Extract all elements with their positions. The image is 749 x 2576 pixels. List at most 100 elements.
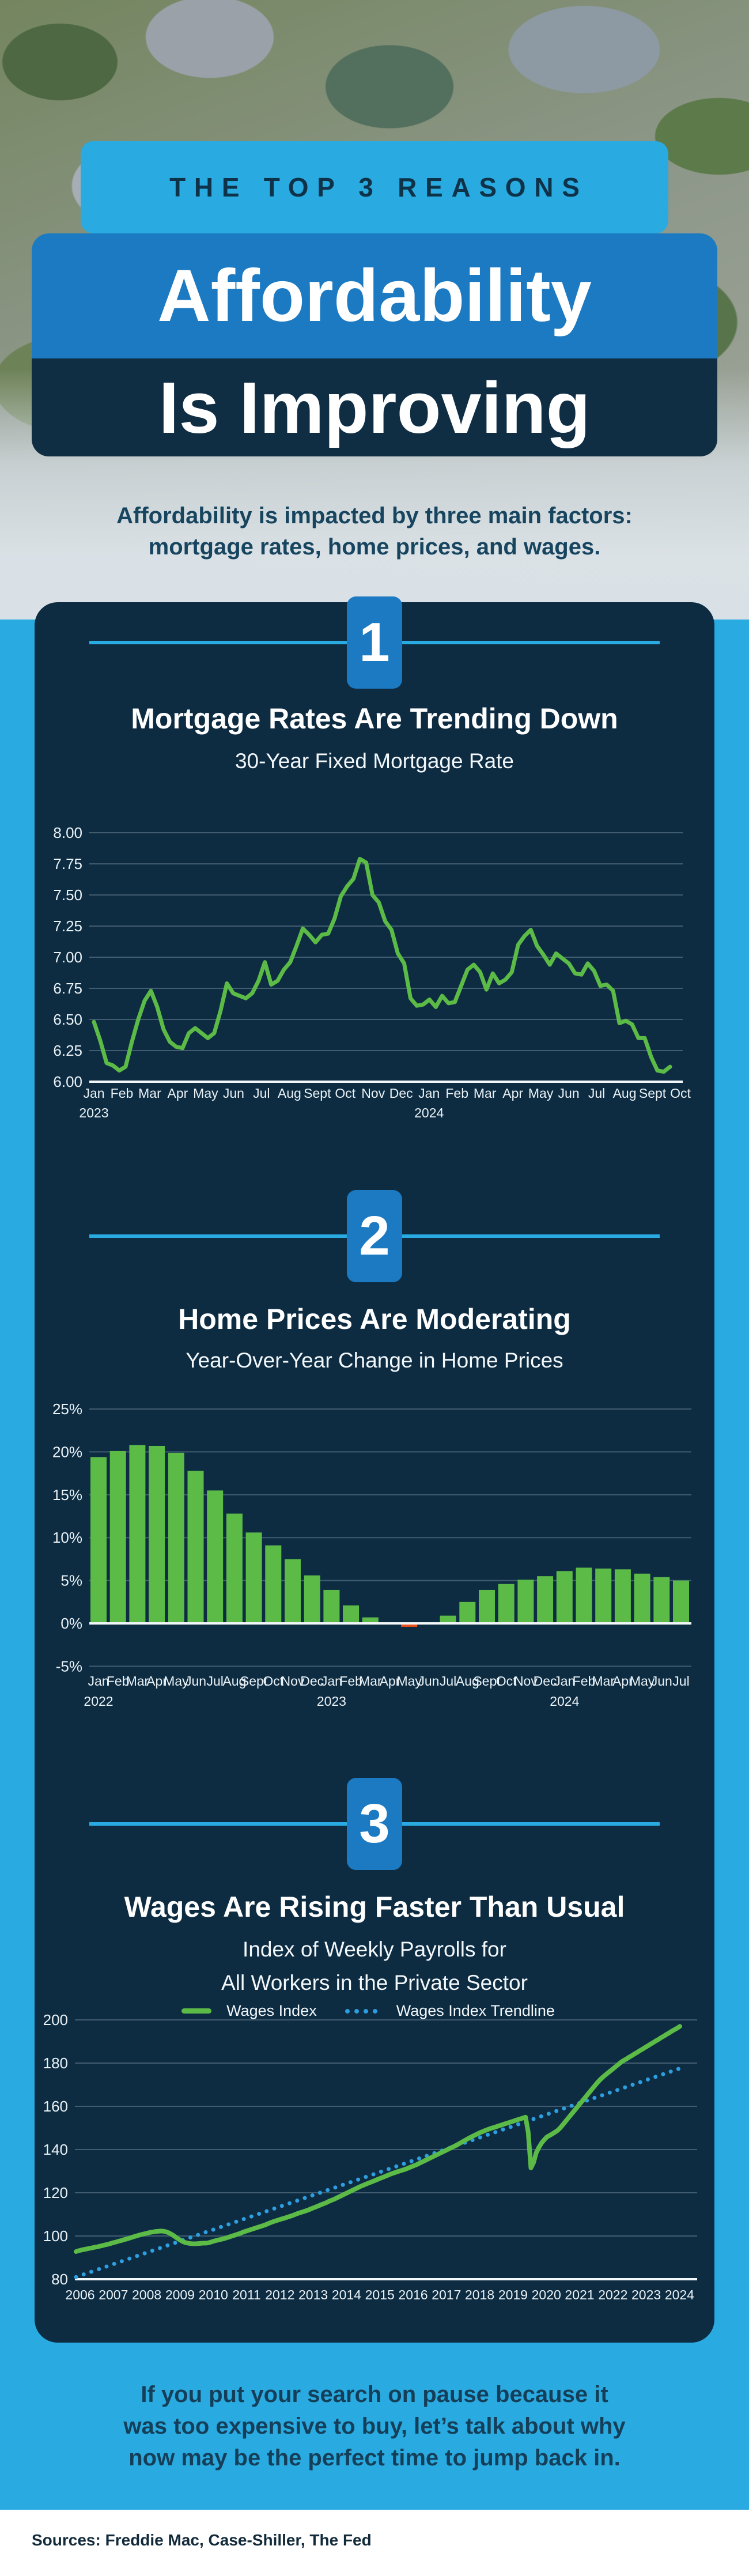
svg-text:Nov: Nov bbox=[281, 1674, 305, 1689]
header-title-box-2: Is Improving bbox=[32, 358, 717, 456]
svg-text:2012: 2012 bbox=[265, 2287, 294, 2302]
white-footer-strip bbox=[0, 2510, 749, 2576]
svg-text:2019: 2019 bbox=[498, 2287, 528, 2302]
header-title-box-1: Affordability bbox=[32, 233, 717, 358]
svg-text:Jun: Jun bbox=[651, 1674, 672, 1689]
svg-text:Sept: Sept bbox=[473, 1674, 501, 1689]
svg-text:2009: 2009 bbox=[165, 2287, 195, 2302]
svg-text:2008: 2008 bbox=[132, 2287, 161, 2302]
section3-number: 3 bbox=[359, 1793, 390, 1854]
svg-text:2024: 2024 bbox=[665, 2287, 694, 2302]
svg-text:Jul: Jul bbox=[253, 1086, 270, 1101]
svg-text:Apr: Apr bbox=[502, 1086, 523, 1101]
svg-text:Apr: Apr bbox=[168, 1086, 188, 1101]
svg-text:Feb: Feb bbox=[573, 1674, 596, 1689]
svg-text:Aug: Aug bbox=[456, 1674, 479, 1689]
section1-subtitle: 30-Year Fixed Mortgage Rate bbox=[234, 749, 515, 773]
svg-text:2011: 2011 bbox=[232, 2287, 260, 2302]
svg-text:2013: 2013 bbox=[298, 2287, 328, 2302]
svg-text:180: 180 bbox=[43, 2054, 68, 2072]
svg-text:0%: 0% bbox=[60, 1615, 82, 1632]
svg-text:2018: 2018 bbox=[465, 2287, 494, 2302]
closing-line3: now may be the perfect time to jump back… bbox=[128, 2445, 621, 2471]
wages-trendline-label: Wages Index Trendline bbox=[396, 2002, 555, 2019]
page-title-line1: Affordability bbox=[157, 255, 592, 337]
svg-text:May: May bbox=[630, 1674, 655, 1689]
wages-index-swatch bbox=[181, 2008, 212, 2014]
svg-text:7.00: 7.00 bbox=[53, 949, 82, 966]
intro-line2: mortgage rates, home prices, and wages. bbox=[148, 534, 601, 560]
svg-text:100: 100 bbox=[43, 2227, 68, 2245]
svg-text:8.00: 8.00 bbox=[53, 824, 82, 841]
svg-text:Nov: Nov bbox=[514, 1674, 538, 1689]
svg-text:Dec: Dec bbox=[300, 1674, 324, 1689]
svg-text:2006: 2006 bbox=[65, 2287, 94, 2302]
svg-text:Feb: Feb bbox=[107, 1674, 130, 1689]
svg-text:200: 200 bbox=[43, 2011, 68, 2029]
svg-text:10%: 10% bbox=[52, 1529, 82, 1546]
svg-text:May: May bbox=[396, 1674, 422, 1689]
svg-text:Mar: Mar bbox=[474, 1086, 497, 1101]
svg-text:Feb: Feb bbox=[445, 1086, 468, 1101]
section2-subtitle: Year-Over-Year Change in Home Prices bbox=[186, 1349, 563, 1372]
section1-number: 1 bbox=[359, 611, 390, 673]
infographic-card bbox=[35, 602, 714, 2343]
svg-text:2024: 2024 bbox=[414, 1105, 444, 1120]
svg-text:2015: 2015 bbox=[365, 2287, 395, 2302]
svg-text:2023: 2023 bbox=[631, 2287, 661, 2302]
svg-text:Apr: Apr bbox=[380, 1674, 400, 1689]
svg-text:80: 80 bbox=[51, 2271, 68, 2288]
svg-text:Jan: Jan bbox=[418, 1086, 440, 1101]
svg-text:Jul: Jul bbox=[672, 1674, 689, 1689]
svg-text:7.75: 7.75 bbox=[53, 855, 82, 872]
svg-text:Jul: Jul bbox=[206, 1674, 223, 1689]
section1-number-badge: 1 bbox=[347, 596, 402, 689]
svg-text:Oct: Oct bbox=[335, 1086, 355, 1101]
svg-text:Mar: Mar bbox=[359, 1674, 382, 1689]
svg-text:Jun: Jun bbox=[223, 1086, 244, 1101]
svg-text:Mar: Mar bbox=[126, 1674, 149, 1689]
svg-text:Mar: Mar bbox=[592, 1674, 615, 1689]
svg-text:Apr: Apr bbox=[612, 1674, 633, 1689]
svg-text:7.25: 7.25 bbox=[53, 917, 82, 935]
svg-text:Dec: Dec bbox=[534, 1674, 557, 1689]
wages-index-label: Wages Index bbox=[226, 2002, 317, 2019]
svg-text:Jun: Jun bbox=[418, 1674, 439, 1689]
section2-number-badge: 2 bbox=[347, 1190, 402, 1282]
closing-line2: was too expensive to buy, let’s talk abo… bbox=[123, 2413, 626, 2439]
svg-text:Sept: Sept bbox=[240, 1674, 268, 1689]
header-kicker-box: THE TOP 3 REASONS bbox=[81, 141, 668, 233]
wages-trendline-swatch bbox=[344, 2008, 381, 2014]
svg-text:Aug: Aug bbox=[613, 1086, 637, 1101]
svg-text:6.00: 6.00 bbox=[53, 1073, 82, 1090]
svg-text:25%: 25% bbox=[52, 1400, 82, 1418]
svg-text:2023: 2023 bbox=[79, 1105, 108, 1120]
svg-text:6.25: 6.25 bbox=[53, 1042, 82, 1059]
section3-subtitle-line1: Index of Weekly Payrolls for bbox=[243, 1937, 506, 1961]
svg-text:Aug: Aug bbox=[222, 1674, 246, 1689]
svg-text:Apr: Apr bbox=[146, 1674, 167, 1689]
intro-line1: Affordability is impacted by three main … bbox=[116, 503, 633, 528]
svg-text:7.50: 7.50 bbox=[53, 886, 82, 904]
svg-text:20%: 20% bbox=[52, 1443, 82, 1460]
svg-text:Jul: Jul bbox=[588, 1086, 605, 1101]
svg-text:120: 120 bbox=[43, 2184, 68, 2201]
svg-text:Jul: Jul bbox=[440, 1674, 456, 1689]
svg-text:2021: 2021 bbox=[565, 2287, 594, 2302]
intro-paragraph: Affordability is impacted by three main … bbox=[0, 500, 749, 562]
section3-title: Wages Are Rising Faster Than Usual bbox=[124, 1891, 625, 1923]
svg-text:Feb: Feb bbox=[111, 1086, 134, 1101]
svg-text:May: May bbox=[528, 1086, 554, 1101]
svg-text:Oct: Oct bbox=[496, 1674, 517, 1689]
section2-title: Home Prices Are Moderating bbox=[178, 1303, 571, 1335]
svg-text:2010: 2010 bbox=[199, 2287, 228, 2302]
svg-text:Jun: Jun bbox=[558, 1086, 580, 1101]
svg-text:2007: 2007 bbox=[99, 2287, 128, 2302]
svg-text:2017: 2017 bbox=[432, 2287, 461, 2302]
svg-text:2022: 2022 bbox=[84, 1694, 113, 1709]
closing-line1: If you put your search on pause because … bbox=[141, 2382, 608, 2407]
